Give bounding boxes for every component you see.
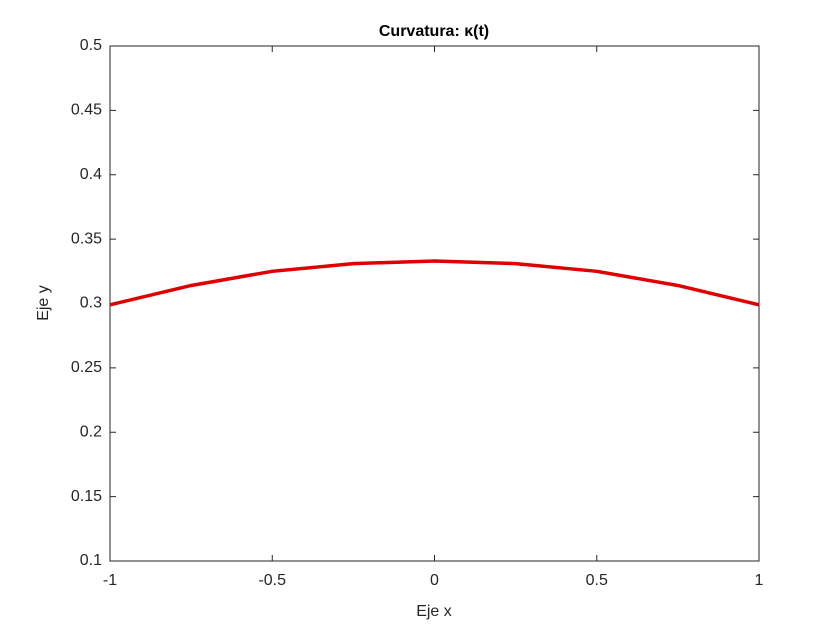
y-tick-label: 0.35 [71, 230, 102, 247]
y-tick-label: 0.45 [71, 102, 102, 119]
x-tick-label: -0.5 [258, 572, 286, 589]
y-tick-label: 0.1 [80, 552, 102, 569]
x-tick-label: 1 [755, 572, 764, 589]
x-tick-label: 0.5 [586, 572, 608, 589]
y-tick-label: 0.25 [71, 359, 102, 376]
plot-area [109, 45, 760, 562]
x-tick-label: 0 [430, 572, 439, 589]
chart-title: Curvatura: κ(t) [379, 23, 489, 40]
y-tick-label: 0.3 [80, 295, 102, 312]
x-axis-label: Eje x [416, 603, 452, 620]
y-tick-label: 0.2 [80, 423, 102, 440]
y-tick-label: 0.5 [80, 37, 102, 54]
x-tick-label: -1 [103, 572, 117, 589]
y-tick-label: 0.4 [80, 166, 102, 183]
y-axis-label: Eje y [35, 285, 52, 321]
y-tick-label: 0.15 [71, 488, 102, 505]
line [109, 259, 760, 307]
